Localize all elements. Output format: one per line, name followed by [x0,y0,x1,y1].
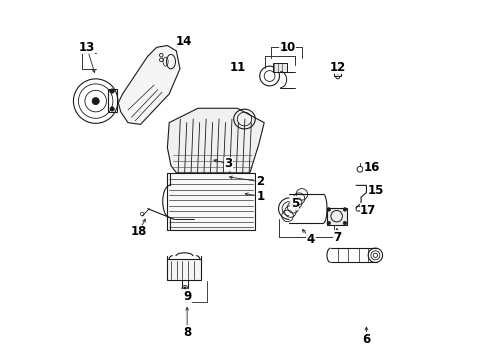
Text: 9: 9 [183,290,191,303]
Polygon shape [333,69,341,76]
Polygon shape [167,108,264,173]
Text: 4: 4 [306,233,314,246]
Circle shape [326,221,330,225]
Circle shape [343,221,346,225]
Circle shape [110,107,114,111]
Text: 14: 14 [175,35,191,49]
Polygon shape [118,45,180,125]
Circle shape [326,208,330,211]
Bar [326,208,346,225]
Text: 8: 8 [183,326,191,339]
Text: 5: 5 [290,197,298,210]
Circle shape [183,287,186,290]
Polygon shape [167,259,201,280]
Text: 15: 15 [366,184,383,197]
Circle shape [92,98,99,105]
Text: 10: 10 [279,41,295,54]
Text: 18: 18 [130,225,146,238]
Text: 6: 6 [362,333,370,346]
Text: 16: 16 [363,161,379,174]
Bar [273,63,286,72]
Text: 2: 2 [256,175,264,188]
Text: 11: 11 [229,60,245,73]
Polygon shape [167,173,255,230]
Circle shape [110,89,114,93]
Text: 12: 12 [329,60,345,73]
Text: 1: 1 [256,190,264,203]
Text: 3: 3 [224,157,232,170]
Text: 13: 13 [79,41,95,54]
Text: 17: 17 [359,204,376,217]
Circle shape [343,208,346,211]
Text: 7: 7 [333,231,341,244]
